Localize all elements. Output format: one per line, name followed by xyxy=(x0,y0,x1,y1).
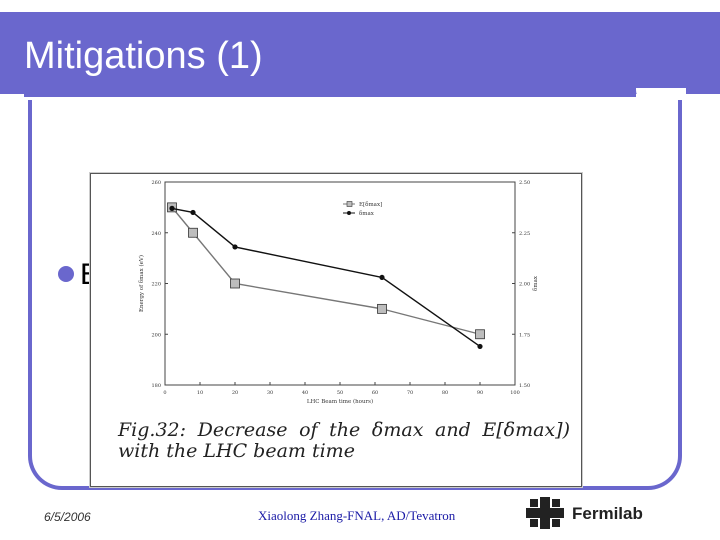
x-tick-label: 60 xyxy=(372,390,378,396)
x-tick-label: 40 xyxy=(302,390,308,396)
x-tick-label: 100 xyxy=(510,390,520,396)
y-axis-label: Energy of δmax (eV) xyxy=(138,255,145,312)
y-tick-label: 200 xyxy=(151,332,161,338)
x-tick-label: 20 xyxy=(232,390,238,396)
legend-label: δmax xyxy=(359,211,375,217)
logo-text: Fermilab xyxy=(572,504,643,523)
data-point xyxy=(230,278,240,289)
plot-area xyxy=(164,181,516,386)
x-tick-label: 30 xyxy=(267,390,273,396)
legend-label: E[δmax] xyxy=(359,202,382,208)
y-tick-label: 240 xyxy=(151,231,161,237)
y2-axis-label: δmax xyxy=(533,275,539,291)
x-tick-label: 10 xyxy=(197,390,203,396)
footer-author: Xiaolong Zhang-FNAL, AD/Tevatron xyxy=(258,508,456,523)
fermilab-logo-icon xyxy=(526,497,564,529)
y2-tick-label: 2.25 xyxy=(519,231,530,237)
x-tick-label: 70 xyxy=(407,390,413,396)
figure-caption: Fig.32: Decrease of the δmax and E[δmax]… xyxy=(118,419,570,462)
x-tick-label: 90 xyxy=(477,390,483,396)
y2-tick-label: 1.75 xyxy=(519,332,530,338)
data-point xyxy=(477,343,483,350)
title-corner-notch xyxy=(636,88,686,102)
data-point xyxy=(379,274,385,281)
y-tick-label: 260 xyxy=(151,180,161,186)
slide-title: Mitigations (1) xyxy=(24,35,263,77)
y-tick-label: 220 xyxy=(151,282,161,288)
x-tick-label: 80 xyxy=(442,390,448,396)
data-point xyxy=(190,209,196,216)
y-tick-label: 180 xyxy=(151,383,161,389)
x-tick-label: 50 xyxy=(337,390,343,396)
data-point xyxy=(475,329,485,340)
data-point xyxy=(188,227,198,238)
title-bar xyxy=(0,12,720,94)
content-frame xyxy=(28,100,682,490)
x-tick-label: 0 xyxy=(163,390,166,396)
x-axis-label: LHC Beam time (hours) xyxy=(307,398,373,405)
legend-marker xyxy=(346,201,353,207)
y2-tick-label: 2.50 xyxy=(519,180,530,186)
legend-marker xyxy=(347,211,351,215)
data-point xyxy=(169,205,175,211)
data-point xyxy=(232,244,238,250)
chart: 0 10 20 30 40 50 60 70 80 90 100 180 200 220 240 260 1.5… xyxy=(138,180,539,405)
y2-tick-label: 2.00 xyxy=(519,282,530,288)
data-point xyxy=(377,303,387,314)
bullet-icon xyxy=(58,266,74,282)
y2-tick-label: 1.50 xyxy=(519,383,530,389)
figure-box: 0 10 20 30 40 50 60 70 80 90 100 180 200 220 240 260 1.5… xyxy=(90,173,582,487)
footer-date: 6/5/2006 xyxy=(44,510,91,524)
title-divider xyxy=(24,94,636,97)
